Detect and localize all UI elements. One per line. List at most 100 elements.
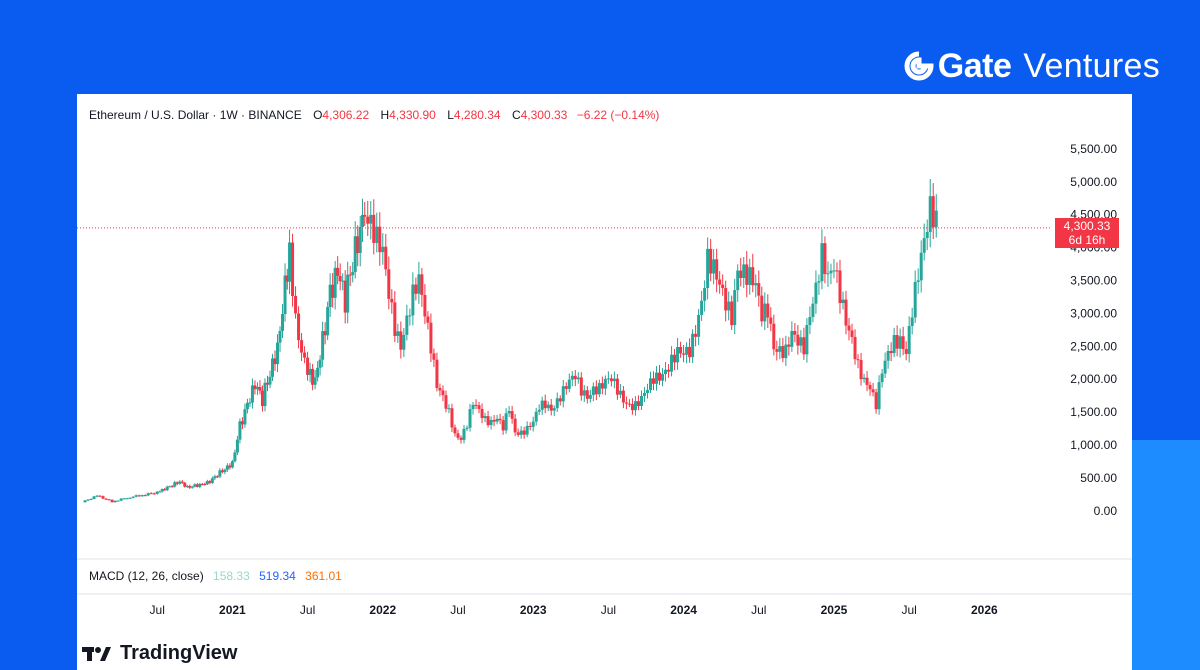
x-tick-label: Jul bbox=[901, 603, 916, 617]
x-tick-label: 2021 bbox=[219, 603, 246, 617]
close-label: C bbox=[511, 108, 521, 122]
candle-body bbox=[655, 372, 659, 384]
candle-body bbox=[306, 357, 310, 375]
candle-body bbox=[910, 317, 914, 327]
candle-body bbox=[98, 495, 102, 497]
candle-body bbox=[316, 367, 320, 378]
candle-body bbox=[152, 493, 156, 495]
brand-name: Gate bbox=[937, 46, 1012, 85]
low-value: 4,280.34 bbox=[453, 108, 501, 122]
candle-body bbox=[546, 404, 550, 409]
candle-body bbox=[235, 439, 239, 453]
candle-body bbox=[213, 476, 217, 479]
candle-body bbox=[471, 404, 475, 410]
candle-body bbox=[633, 401, 637, 411]
candle-body bbox=[718, 279, 722, 285]
x-tick-label: Jul bbox=[751, 603, 766, 617]
candle-body bbox=[405, 315, 409, 335]
candle-body bbox=[504, 413, 508, 431]
candle-body bbox=[892, 335, 896, 354]
candle-body bbox=[739, 270, 743, 279]
candle-body bbox=[86, 499, 90, 501]
candle-body bbox=[658, 372, 662, 381]
candle-body bbox=[826, 273, 830, 275]
y-tick-label: 1,000.00 bbox=[1070, 438, 1117, 452]
candle-body bbox=[107, 499, 111, 501]
candle-body bbox=[495, 418, 499, 422]
candle-body bbox=[341, 280, 345, 282]
candle-body bbox=[143, 495, 147, 497]
candle-body bbox=[223, 469, 227, 473]
candle-body bbox=[540, 400, 544, 410]
candle-body bbox=[453, 427, 457, 434]
open-value: 4,306.22 bbox=[322, 108, 370, 122]
candle-body bbox=[579, 377, 583, 396]
candle-body bbox=[793, 330, 797, 335]
candle-body bbox=[137, 495, 141, 497]
candle-body bbox=[297, 313, 301, 341]
candle-body bbox=[160, 489, 164, 492]
candle-body bbox=[203, 484, 207, 486]
candle-body bbox=[474, 404, 478, 406]
candle-body bbox=[432, 353, 436, 360]
low-label: L bbox=[447, 108, 454, 122]
candle-body bbox=[450, 408, 454, 428]
y-tick-label: 0.00 bbox=[1094, 504, 1118, 518]
candle-body bbox=[757, 283, 761, 296]
gate-logo-icon bbox=[904, 51, 934, 81]
candle-body bbox=[889, 350, 893, 354]
candle-body bbox=[597, 383, 601, 395]
candle-body bbox=[772, 323, 776, 350]
candle-body bbox=[238, 421, 242, 440]
candle-body bbox=[248, 402, 252, 404]
candle-body bbox=[447, 408, 451, 410]
candle-body bbox=[624, 402, 628, 404]
tradingview-logo[interactable]: TradingView bbox=[82, 642, 237, 665]
candle-body bbox=[609, 378, 613, 382]
candle-body bbox=[823, 243, 827, 274]
candle-body bbox=[835, 270, 839, 272]
candle-body bbox=[627, 403, 631, 405]
symbol-label: Ethereum / U.S. Dollar · 1W · BINANCE bbox=[89, 108, 302, 122]
candle-body bbox=[190, 486, 194, 488]
candle-body bbox=[543, 400, 547, 409]
candle-body bbox=[300, 340, 304, 353]
candle-body bbox=[423, 294, 427, 317]
candle-body bbox=[516, 432, 520, 435]
candle-body bbox=[265, 382, 269, 385]
candle-body bbox=[790, 330, 794, 347]
candle-body bbox=[567, 379, 571, 389]
candle-body bbox=[841, 299, 845, 304]
candle-body bbox=[414, 284, 418, 294]
y-tick-label: 3,500.00 bbox=[1070, 273, 1117, 287]
candle-body bbox=[585, 390, 589, 399]
candle-body bbox=[805, 325, 809, 355]
candle-body bbox=[195, 484, 199, 487]
candle-body bbox=[673, 354, 677, 363]
candle-body bbox=[670, 354, 674, 372]
candle-body bbox=[163, 489, 167, 491]
candle-body bbox=[630, 404, 634, 411]
last-price-tag: 4,300.33 6d 16h bbox=[1055, 217, 1119, 248]
candle-body bbox=[679, 346, 683, 354]
price-chart[interactable]: 0.00 500.00 1,000.00 1,500.00 2,000.00 2,500.… bbox=[77, 94, 1132, 670]
candle-body bbox=[787, 344, 791, 347]
candle-body bbox=[435, 359, 439, 388]
candle-body bbox=[402, 334, 406, 350]
candle-body bbox=[754, 283, 758, 286]
candle-body bbox=[396, 331, 400, 336]
candle-body bbox=[931, 196, 935, 228]
candle-body bbox=[363, 214, 367, 217]
candle-body bbox=[558, 398, 562, 402]
high-label: H bbox=[380, 108, 390, 122]
candle-body bbox=[165, 486, 169, 491]
candle-body bbox=[636, 401, 640, 407]
candle-body bbox=[198, 483, 202, 487]
candle-body bbox=[582, 390, 586, 396]
candle-body bbox=[125, 498, 129, 500]
candle-body bbox=[328, 284, 332, 308]
candle-body bbox=[480, 408, 484, 419]
candle-body bbox=[555, 398, 559, 409]
y-tick-label: 2,000.00 bbox=[1070, 372, 1117, 386]
candle-body bbox=[715, 259, 719, 280]
